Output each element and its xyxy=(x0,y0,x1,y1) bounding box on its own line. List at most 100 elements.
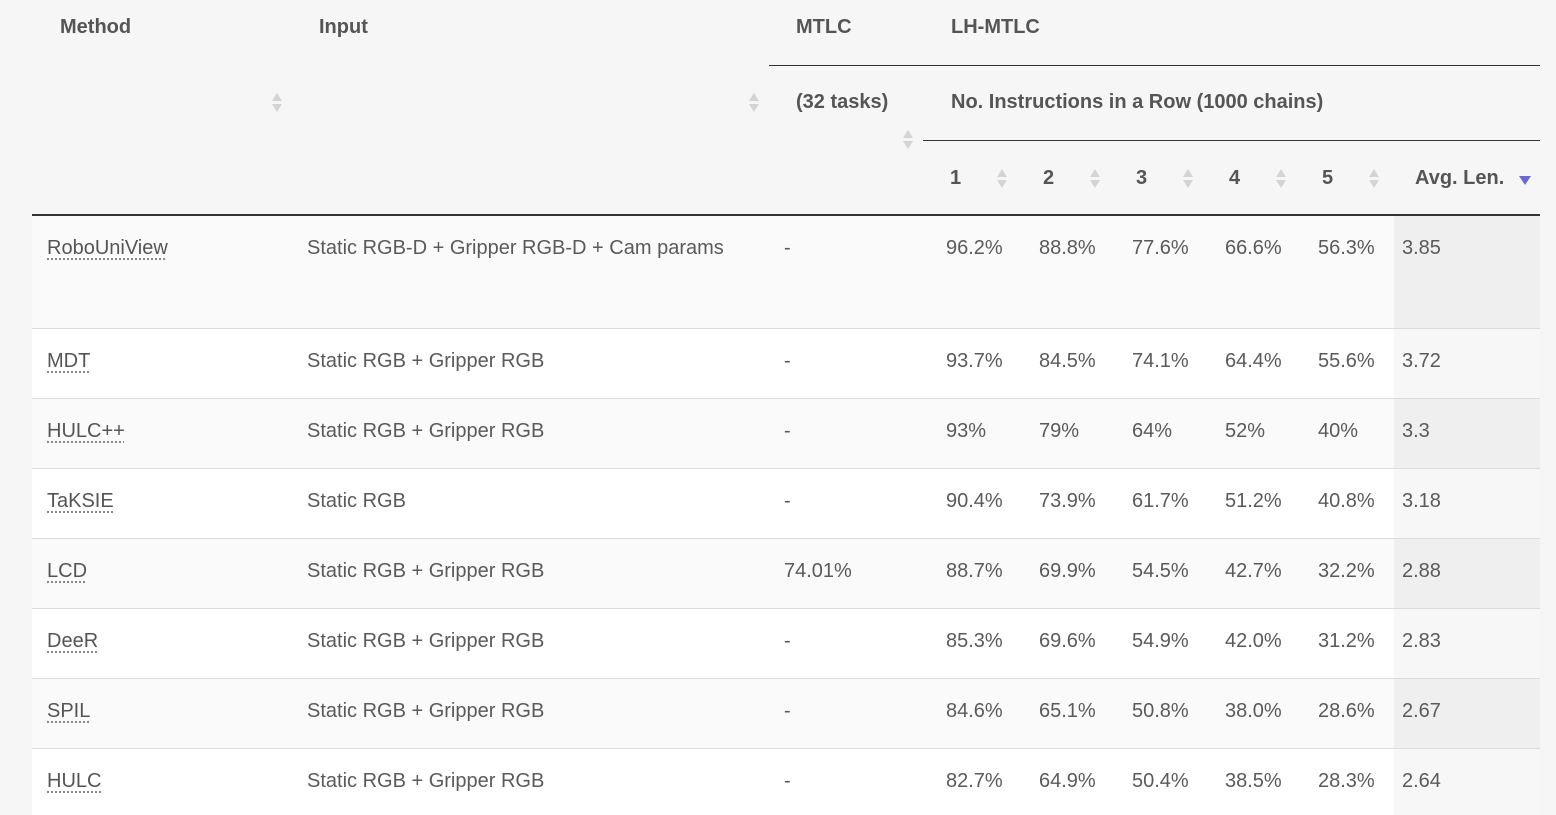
input-cell: Static RGB + Gripper RGB xyxy=(307,700,545,722)
table-row: MDT Static RGB + Gripper RGB - 93.7% 84.5% 74… xyxy=(32,328,1540,399)
col-header-avg-len[interactable]: Avg. Len. xyxy=(1415,167,1505,189)
method-link[interactable]: DeeR xyxy=(47,630,99,652)
table-row: TaKSIE Static RGB - 90.4% 73.9% 61.7% 51.2% 40.… xyxy=(32,468,1540,539)
value-4: 42.0% xyxy=(1225,630,1282,652)
value-2: 84.5% xyxy=(1039,350,1096,372)
sort-col-4-icon[interactable] xyxy=(1275,168,1287,190)
value-1: 93% xyxy=(946,420,987,442)
mtlc-value: - xyxy=(784,630,791,652)
col-header-1[interactable]: 1 xyxy=(950,167,962,189)
value-5: 28.3% xyxy=(1318,770,1375,792)
sort-input-icon[interactable] xyxy=(748,92,760,114)
col-header-instructions: No. Instructions in a Row (1000 chains) xyxy=(951,91,1324,113)
value-4: 52% xyxy=(1225,420,1266,442)
table-row: HULC++ Static RGB + Gripper RGB - 93% 79% 64%… xyxy=(32,398,1540,469)
header-divider-2 xyxy=(923,140,1540,141)
table-row: DeeR Static RGB + Gripper RGB - 85.3% 69.6% 5… xyxy=(32,608,1540,679)
sort-col-1-icon[interactable] xyxy=(996,168,1008,190)
sort-col-3-icon[interactable] xyxy=(1182,168,1194,190)
value-3: 64% xyxy=(1132,420,1173,442)
avg-len-value: 3.18 xyxy=(1402,490,1441,512)
value-4: 38.5% xyxy=(1225,770,1282,792)
table-row: SPIL Static RGB + Gripper RGB - 84.6% 65.1% 5… xyxy=(32,678,1540,749)
avg-len-value: 3.3 xyxy=(1402,420,1430,442)
input-cell: Static RGB-D + Gripper RGB-D + Cam param… xyxy=(307,237,724,259)
mtlc-value: - xyxy=(784,770,791,792)
mtlc-value: 74.01% xyxy=(784,560,852,582)
value-3: 54.9% xyxy=(1132,630,1189,652)
col-header-3[interactable]: 3 xyxy=(1136,167,1148,189)
value-2: 64.9% xyxy=(1039,770,1096,792)
avg-len-value: 3.85 xyxy=(1402,237,1441,259)
input-cell: Static RGB + Gripper RGB xyxy=(307,350,545,372)
value-1: 84.6% xyxy=(946,700,1003,722)
header-divider-1 xyxy=(769,65,1540,66)
value-3: 74.1% xyxy=(1132,350,1189,372)
mtlc-value: - xyxy=(784,700,791,722)
mtlc-value: - xyxy=(784,350,791,372)
value-5: 32.2% xyxy=(1318,560,1375,582)
input-cell: Static RGB + Gripper RGB xyxy=(307,630,545,652)
sort-mtlc-icon[interactable] xyxy=(902,129,914,151)
sort-col-2-icon[interactable] xyxy=(1089,168,1101,190)
value-5: 31.2% xyxy=(1318,630,1375,652)
value-3: 61.7% xyxy=(1132,490,1189,512)
method-link[interactable]: SPIL xyxy=(47,700,91,722)
avg-len-value: 2.83 xyxy=(1402,630,1441,652)
method-link[interactable]: HULC++ xyxy=(47,420,125,442)
avg-len-value: 2.88 xyxy=(1402,560,1441,582)
sort-desc-icon[interactable] xyxy=(1519,170,1531,192)
value-2: 69.9% xyxy=(1039,560,1096,582)
value-1: 96.2% xyxy=(946,237,1003,259)
table-row: LCD Static RGB + Gripper RGB 74.01% 88.7% 69… xyxy=(32,538,1540,609)
value-3: 54.5% xyxy=(1132,560,1189,582)
value-4: 64.4% xyxy=(1225,350,1282,372)
avg-len-value: 3.72 xyxy=(1402,350,1441,372)
col-header-4[interactable]: 4 xyxy=(1229,167,1241,189)
table-row: HULC Static RGB + Gripper RGB - 82.7% 64.9% 5… xyxy=(32,748,1540,815)
value-3: 50.8% xyxy=(1132,700,1189,722)
value-1: 82.7% xyxy=(946,770,1003,792)
sort-col-5-icon[interactable] xyxy=(1368,168,1380,190)
method-link[interactable]: LCD xyxy=(47,560,88,582)
col-header-mtlc-tasks[interactable]: (32 tasks) xyxy=(796,91,889,113)
input-cell: Static RGB + Gripper RGB xyxy=(307,560,545,582)
col-header-method[interactable]: Method xyxy=(60,16,132,38)
value-5: 40.8% xyxy=(1318,490,1375,512)
method-link[interactable]: RoboUniView xyxy=(47,237,168,259)
col-header-mtlc: MTLC xyxy=(796,16,852,38)
value-2: 65.1% xyxy=(1039,700,1096,722)
value-1: 85.3% xyxy=(946,630,1003,652)
avg-len-value: 2.64 xyxy=(1402,770,1441,792)
mtlc-value: - xyxy=(784,420,791,442)
sort-method-icon[interactable] xyxy=(271,92,283,114)
value-5: 55.6% xyxy=(1318,350,1375,372)
value-4: 66.6% xyxy=(1225,237,1282,259)
value-3: 77.6% xyxy=(1132,237,1189,259)
value-4: 42.7% xyxy=(1225,560,1282,582)
avg-len-value: 2.67 xyxy=(1402,700,1441,722)
value-4: 51.2% xyxy=(1225,490,1282,512)
value-1: 90.4% xyxy=(946,490,1003,512)
col-header-2[interactable]: 2 xyxy=(1043,167,1055,189)
value-2: 73.9% xyxy=(1039,490,1096,512)
method-link[interactable]: HULC xyxy=(47,770,102,792)
value-1: 88.7% xyxy=(946,560,1003,582)
mtlc-value: - xyxy=(784,237,791,259)
col-header-5[interactable]: 5 xyxy=(1322,167,1334,189)
method-link[interactable]: MDT xyxy=(47,350,91,372)
value-2: 79% xyxy=(1039,420,1080,442)
input-cell: Static RGB + Gripper RGB xyxy=(307,420,545,442)
value-3: 50.4% xyxy=(1132,770,1189,792)
input-cell: Static RGB xyxy=(307,490,406,512)
value-4: 38.0% xyxy=(1225,700,1282,722)
col-header-input[interactable]: Input xyxy=(319,16,368,38)
value-2: 69.6% xyxy=(1039,630,1096,652)
method-link[interactable]: TaKSIE xyxy=(47,490,114,512)
value-5: 56.3% xyxy=(1318,237,1375,259)
input-cell: Static RGB + Gripper RGB xyxy=(307,770,545,792)
col-header-lh-mtlc: LH-MTLC xyxy=(951,16,1040,38)
value-5: 40% xyxy=(1318,420,1359,442)
results-table-body: RoboUniView Static RGB-D + Gripper RGB-D … xyxy=(32,216,1540,815)
